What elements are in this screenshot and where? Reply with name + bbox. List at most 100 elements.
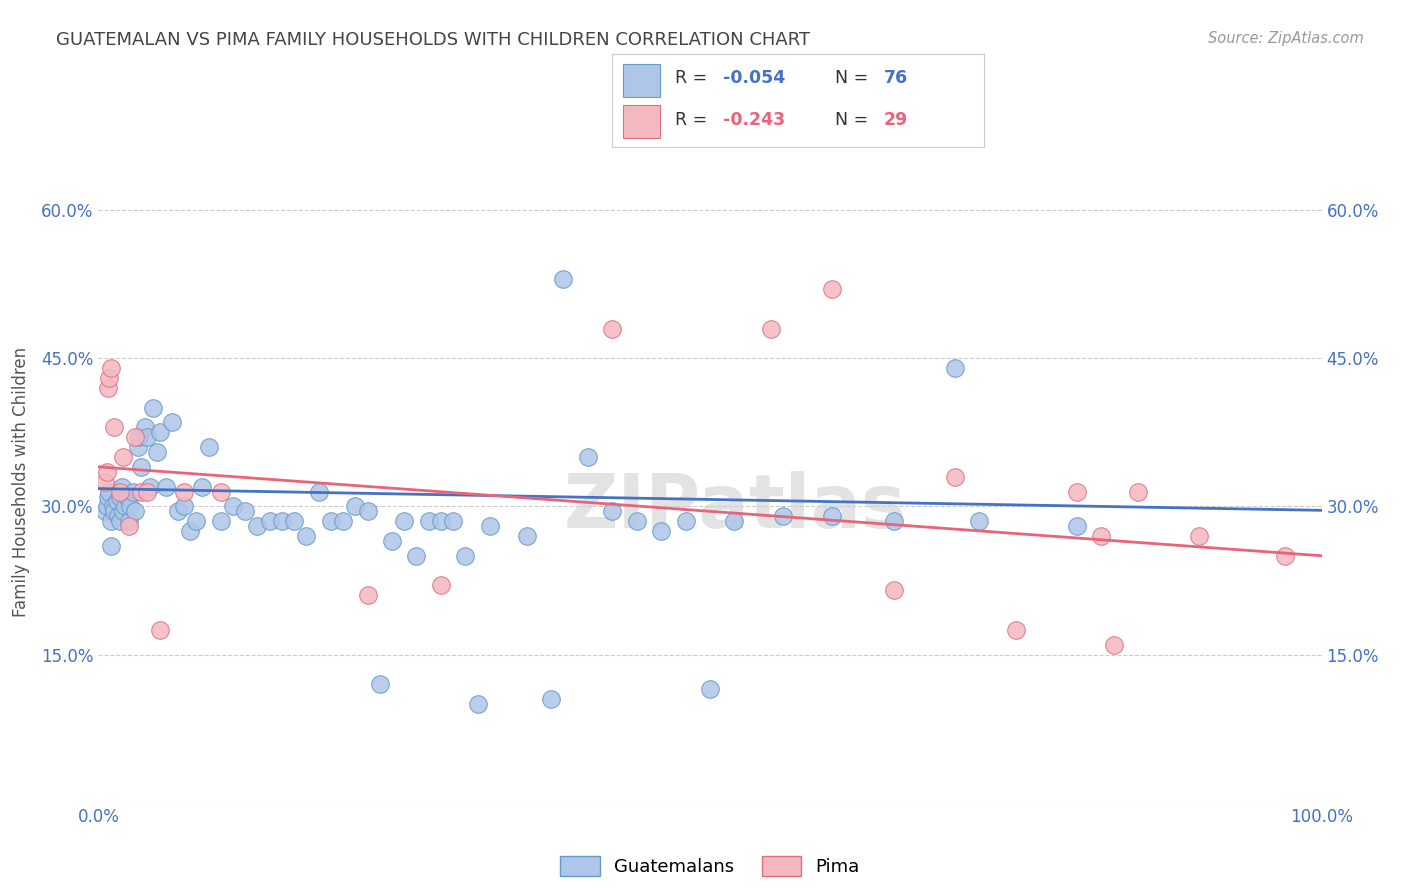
- Point: [160, 416, 183, 430]
- Point: [1066, 484, 1088, 499]
- Point: [1004, 623, 1026, 637]
- Point: [124, 504, 146, 518]
- Point: [118, 519, 141, 533]
- Point: [344, 500, 367, 514]
- Point: [943, 361, 966, 376]
- Point: [173, 484, 195, 499]
- Point: [467, 697, 489, 711]
- Point: [723, 514, 745, 528]
- Point: [103, 504, 125, 518]
- Point: [943, 469, 966, 483]
- Point: [111, 450, 134, 464]
- Point: [100, 361, 122, 376]
- Point: [115, 490, 138, 504]
- Text: ZIPatlas: ZIPatlas: [564, 471, 905, 544]
- Point: [368, 677, 391, 691]
- Point: [600, 504, 623, 518]
- Point: [127, 440, 149, 454]
- Point: [103, 420, 125, 434]
- Point: [197, 440, 219, 454]
- Point: [209, 514, 232, 528]
- Point: [191, 480, 214, 494]
- Point: [392, 514, 416, 528]
- Point: [167, 504, 190, 518]
- Point: [209, 484, 232, 499]
- Point: [120, 500, 142, 514]
- Point: [600, 321, 623, 335]
- Point: [129, 484, 152, 499]
- Point: [93, 475, 115, 489]
- Point: [128, 430, 150, 444]
- Text: 76: 76: [883, 70, 908, 87]
- Point: [259, 514, 281, 528]
- Point: [308, 484, 330, 499]
- Point: [233, 504, 256, 518]
- Point: [121, 484, 143, 499]
- Text: N =: N =: [835, 111, 875, 128]
- Point: [111, 480, 134, 494]
- Point: [118, 514, 141, 528]
- Point: [246, 519, 269, 533]
- Point: [540, 692, 562, 706]
- Point: [149, 623, 172, 637]
- Legend: Guatemalans, Pima: Guatemalans, Pima: [553, 848, 868, 884]
- Point: [98, 484, 121, 499]
- Point: [319, 514, 342, 528]
- Point: [883, 583, 905, 598]
- Point: [821, 282, 844, 296]
- Point: [98, 371, 121, 385]
- Point: [93, 504, 115, 518]
- Point: [356, 504, 378, 518]
- Point: [381, 533, 404, 548]
- Point: [1066, 519, 1088, 533]
- Point: [100, 514, 122, 528]
- Point: [97, 381, 120, 395]
- Point: [1188, 529, 1211, 543]
- Text: Source: ZipAtlas.com: Source: ZipAtlas.com: [1208, 31, 1364, 46]
- Text: R =: R =: [675, 111, 713, 128]
- Point: [124, 430, 146, 444]
- Point: [1274, 549, 1296, 563]
- Point: [332, 514, 354, 528]
- FancyBboxPatch shape: [623, 64, 659, 96]
- Point: [576, 450, 599, 464]
- Point: [129, 459, 152, 474]
- Point: [1090, 529, 1112, 543]
- Point: [418, 514, 440, 528]
- Point: [222, 500, 245, 514]
- Point: [136, 484, 159, 499]
- Point: [105, 494, 128, 508]
- Point: [761, 321, 783, 335]
- Point: [146, 445, 169, 459]
- Point: [430, 514, 453, 528]
- Point: [173, 500, 195, 514]
- Point: [97, 490, 120, 504]
- FancyBboxPatch shape: [623, 105, 659, 138]
- Point: [821, 509, 844, 524]
- Point: [110, 514, 132, 528]
- Point: [270, 514, 294, 528]
- Point: [515, 529, 537, 543]
- Point: [96, 465, 118, 479]
- Y-axis label: Family Households with Children: Family Households with Children: [11, 347, 30, 616]
- Point: [100, 539, 122, 553]
- Point: [295, 529, 318, 543]
- Point: [96, 500, 118, 514]
- Point: [405, 549, 427, 563]
- Point: [136, 430, 159, 444]
- Point: [149, 425, 172, 440]
- Point: [107, 509, 129, 524]
- Point: [134, 420, 156, 434]
- Point: [478, 519, 501, 533]
- Text: -0.243: -0.243: [723, 111, 786, 128]
- Point: [454, 549, 477, 563]
- Text: 29: 29: [883, 111, 908, 128]
- Point: [139, 480, 162, 494]
- Point: [179, 524, 201, 538]
- Point: [430, 578, 453, 592]
- Point: [155, 480, 177, 494]
- Point: [110, 484, 132, 499]
- Point: [553, 272, 575, 286]
- Point: [441, 514, 464, 528]
- Text: -0.054: -0.054: [723, 70, 786, 87]
